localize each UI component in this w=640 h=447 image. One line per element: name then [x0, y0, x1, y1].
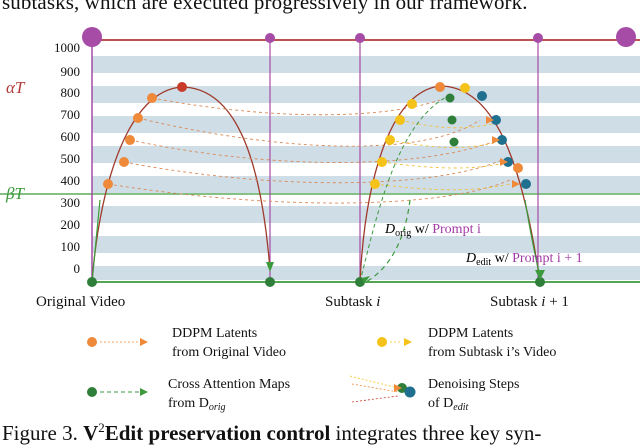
ytick-300: 300	[61, 195, 81, 210]
legend-denoise-glyph	[349, 375, 416, 403]
d-edit-annotation: Dedit w/ Prompt i + 1	[465, 251, 583, 268]
d-orig-arrowhead	[362, 276, 370, 284]
ytick-200: 200	[61, 217, 81, 232]
top-text-fragment: subtasks, which are executed progressive…	[2, 0, 528, 14]
d-orig-arrow	[365, 199, 411, 283]
legend-ddpm-orig-line2: from Original Video	[172, 345, 286, 360]
ytick-0: 0	[74, 261, 81, 276]
legend-yellow-arrow	[404, 338, 412, 346]
legend-orange-dot	[87, 337, 97, 347]
legend-denoise-line1: Denoising Steps	[428, 377, 519, 392]
legend-ddpm-sub-line1: DDPM Latents	[428, 326, 513, 341]
ytick-500: 500	[61, 151, 81, 166]
legend-ddpm-sub-line2: from Subtask i’s Video	[428, 345, 556, 360]
background-stripes	[92, 56, 640, 280]
xlabel-subtask-i: Subtask i	[325, 294, 380, 310]
figure-caption: Figure 3. V2Edit preservation control in…	[2, 420, 542, 445]
top-dot-end	[616, 27, 636, 47]
dashed-links-original	[107, 97, 511, 204]
top-dot-original	[82, 27, 102, 47]
top-dot-4	[533, 33, 543, 43]
denoising-dots	[460, 83, 531, 189]
legend-denoise-line2: of Dedit	[428, 396, 468, 413]
ytick-700: 700	[61, 107, 81, 122]
ytick-100: 100	[61, 239, 81, 254]
top-dot-2	[265, 33, 275, 43]
legend-cross-line2: from Dorig	[168, 396, 226, 413]
cross-attention-dots	[355, 93, 545, 287]
xlabel-subtask-i-plus-1: Subtask i + 1	[490, 294, 569, 310]
y-axis-ticks: 1000 900 800 700 600 500 400 300 200 100…	[54, 40, 80, 276]
top-dot-3	[355, 33, 365, 43]
ddpm-subtask-dots	[370, 82, 445, 189]
left-arc-arrowhead	[266, 262, 274, 272]
d-orig-annotation: Dorig w/ Prompt i	[384, 222, 481, 239]
legend-orange-arrow	[140, 338, 148, 346]
ytick-900: 900	[61, 64, 81, 79]
d-edit-arrowhead	[535, 270, 545, 280]
denoising-arrowheads	[486, 116, 520, 188]
ytick-400: 400	[61, 173, 81, 188]
legend-green-dot	[87, 387, 97, 397]
right-arc-green-dash	[359, 94, 451, 283]
legend-yellow-dot	[377, 337, 387, 347]
alpha-t-label: αT	[6, 78, 26, 97]
xlabel-original-video: Original Video	[36, 294, 125, 310]
legend-cross-line1: Cross Attention Maps	[168, 377, 290, 392]
ytick-600: 600	[61, 129, 81, 144]
legend-ddpm-orig-line1: DDPM Latents	[172, 326, 257, 341]
ytick-1000: 1000	[54, 40, 80, 55]
ytick-800: 800	[61, 85, 81, 100]
legend-green-arrow	[140, 388, 148, 396]
left-arc-green-start	[91, 199, 101, 283]
legend: DDPM Latents from Original Video DDPM La…	[87, 326, 556, 413]
ddpm-orig-dots-left	[87, 82, 275, 287]
